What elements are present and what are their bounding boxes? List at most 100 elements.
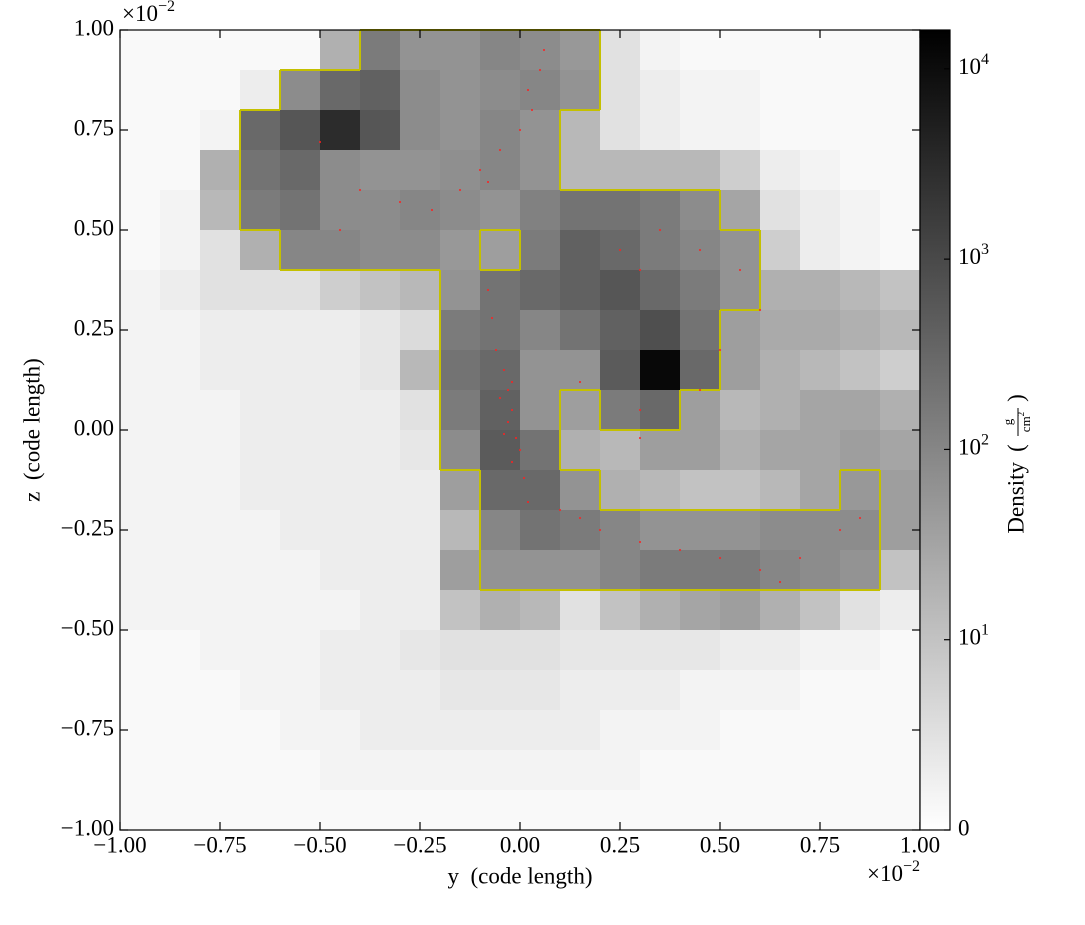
x-tick-label: −0.50 (293, 832, 346, 857)
heatmap-cell (400, 510, 441, 551)
heatmap-cell (800, 110, 841, 151)
heatmap-cell (520, 310, 561, 351)
heatmap-cell (440, 630, 481, 671)
heatmap-cell (400, 470, 441, 511)
heatmap-cell (680, 190, 721, 231)
heatmap-cell (240, 230, 281, 271)
heatmap-cell (880, 550, 921, 591)
heatmap-cell (840, 70, 881, 111)
heatmap-cell (200, 590, 241, 631)
heatmap-cell (840, 510, 881, 551)
heatmap-cell (760, 790, 801, 831)
heatmap-cell (720, 270, 761, 311)
heatmap-cell (600, 190, 641, 231)
particle (799, 557, 801, 559)
heatmap-cell (120, 750, 161, 791)
heatmap-cell (280, 750, 321, 791)
colorbar-tick-label: 102 (958, 431, 989, 460)
heatmap-cell (320, 30, 361, 71)
particle (639, 541, 641, 543)
heatmap-cell (320, 110, 361, 151)
particle (503, 369, 505, 371)
heatmap-cell (560, 750, 601, 791)
heatmap-cell (560, 390, 601, 431)
heatmap-cell (600, 550, 641, 591)
heatmap-cell (640, 670, 681, 711)
tick-exp: 2 (981, 431, 989, 448)
heatmap-cell (240, 190, 281, 231)
heatmap-cell (560, 550, 601, 591)
heatmap-cell (160, 30, 201, 71)
y-tick-label: 1.00 (74, 15, 114, 40)
particle (499, 149, 501, 151)
heatmap-cell (640, 150, 681, 191)
heatmap-cell (880, 150, 921, 191)
heatmap-cell (160, 550, 201, 591)
heatmap-cell (760, 510, 801, 551)
heatmap-cell (640, 710, 681, 751)
particle (639, 409, 641, 411)
heatmap-cell (520, 390, 561, 431)
heatmap-cell (880, 230, 921, 271)
heatmap-cell (680, 270, 721, 311)
colorbar-title: Density (1003, 462, 1028, 534)
heatmap-cell (240, 150, 281, 191)
colorbar-label: Density (g cm2) (1000, 394, 1033, 533)
particle (523, 477, 525, 479)
heatmap-cell (760, 350, 801, 391)
particle (559, 509, 561, 511)
heatmap-cell (880, 30, 921, 71)
heatmap-cell (800, 710, 841, 751)
tick-exp: 4 (981, 51, 989, 68)
heatmap-cell (120, 70, 161, 111)
heatmap-cell (360, 70, 401, 111)
y-tick-label: −1.00 (61, 815, 114, 840)
heatmap-cell (360, 590, 401, 631)
heatmap-cell (760, 70, 801, 111)
heatmap-cell (880, 270, 921, 311)
heatmap-cell (400, 430, 441, 471)
heatmap-cell (760, 230, 801, 271)
heatmap-cell (280, 70, 321, 111)
heatmap-cell (440, 70, 481, 111)
heatmap-cell (640, 110, 681, 151)
particle (519, 129, 521, 131)
heatmap-cell (480, 190, 521, 231)
heatmap-cell (720, 230, 761, 271)
heatmap-cell (880, 350, 921, 391)
y-tick-label: −0.50 (61, 615, 114, 640)
heatmap-cell (520, 510, 561, 551)
heatmap-cell (600, 150, 641, 191)
heatmap-cell (640, 430, 681, 471)
heatmap-cell (280, 670, 321, 711)
unit-den-base: cm (1018, 416, 1033, 432)
heatmap-cell (320, 630, 361, 671)
heatmap-cell (520, 710, 561, 751)
heatmap-cell (160, 310, 201, 351)
heatmap-cell (520, 190, 561, 231)
heatmap-cell (520, 550, 561, 591)
heatmap-cell (680, 790, 721, 831)
heatmap-cell (160, 670, 201, 711)
heatmap-cell (360, 790, 401, 831)
heatmap-cell (480, 470, 521, 511)
heatmap-cell (200, 630, 241, 671)
heatmap-cell (560, 270, 601, 311)
particle (759, 309, 761, 311)
heatmap-cell (160, 470, 201, 511)
heatmap-cell (120, 590, 161, 631)
unit-open: ( (1003, 444, 1028, 452)
heatmap-cell (720, 750, 761, 791)
particle (779, 581, 781, 583)
heatmap-cell (680, 710, 721, 751)
heatmap-cell (760, 390, 801, 431)
heatmap-cell (600, 110, 641, 151)
x-tick-label: −1.00 (93, 832, 146, 857)
heatmap-cell (600, 590, 641, 631)
colorbar-tick-label: 0 (958, 815, 970, 840)
y-tick-label: −0.75 (61, 715, 114, 740)
heatmap-cell (400, 230, 441, 271)
heatmap-cell (360, 30, 401, 71)
heatmap-cell (440, 710, 481, 751)
colorbar-tick-label: 104 (958, 51, 989, 80)
